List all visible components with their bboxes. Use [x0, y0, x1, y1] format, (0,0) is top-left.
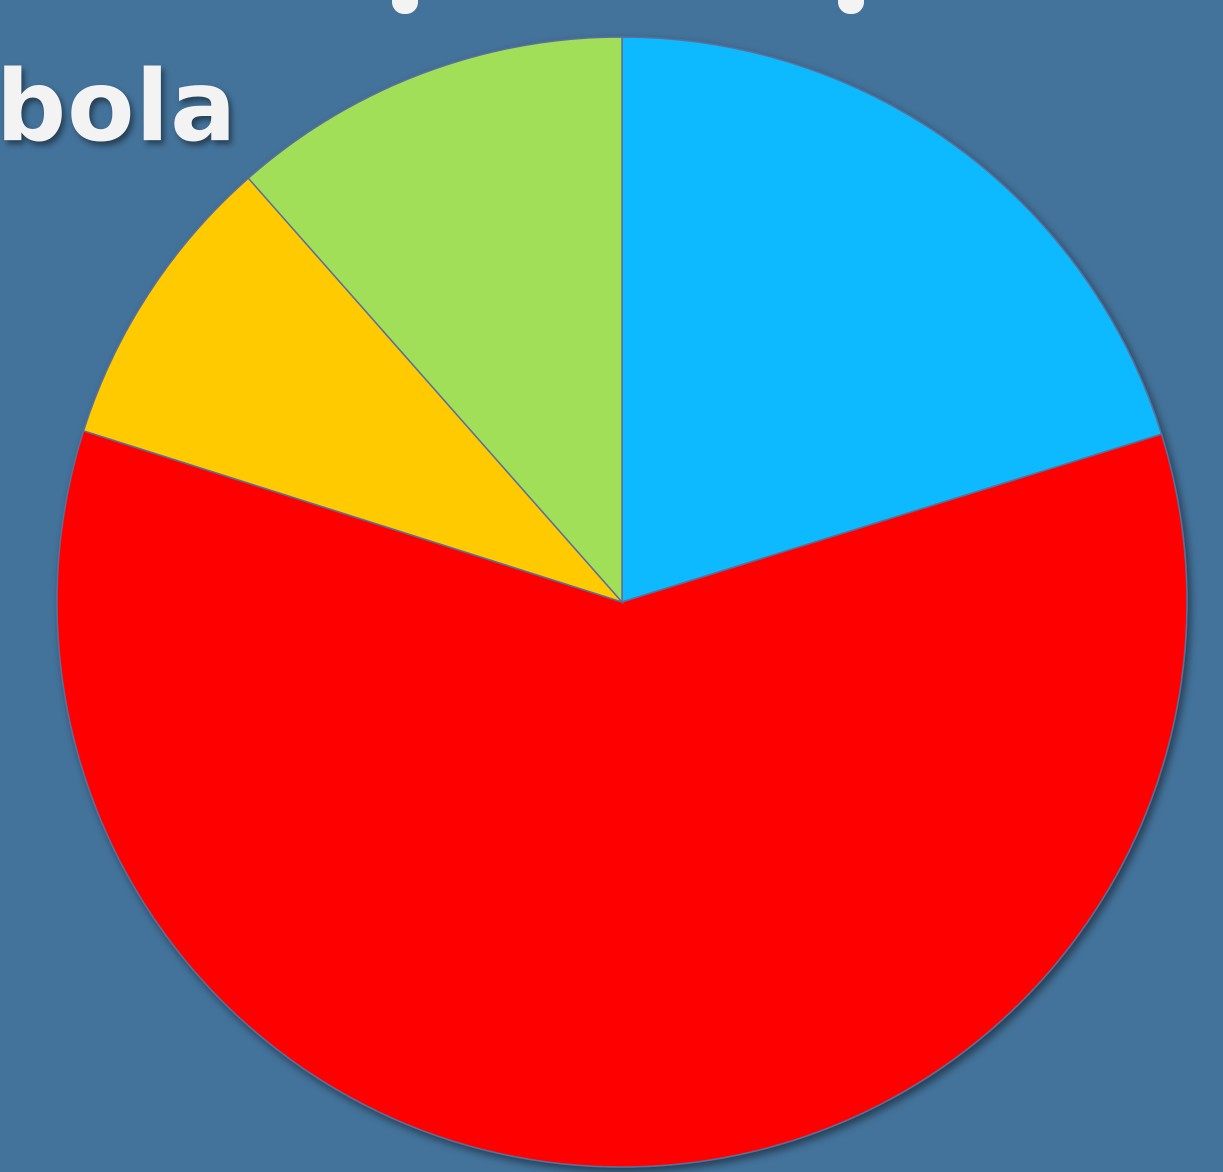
- slide-title-fragment: bola: [0, 50, 238, 164]
- pie-slice-4: [247, 36, 623, 604]
- pie-slice-3: [82, 177, 625, 604]
- cropped-glyph: [838, 0, 864, 14]
- pie-slices: [56, 36, 1188, 1168]
- cropped-title-top: [0, 0, 1223, 14]
- pie-slice-2: [56, 429, 1188, 1168]
- cropped-glyph: [392, 0, 418, 14]
- pie-slice-1: [621, 36, 1163, 604]
